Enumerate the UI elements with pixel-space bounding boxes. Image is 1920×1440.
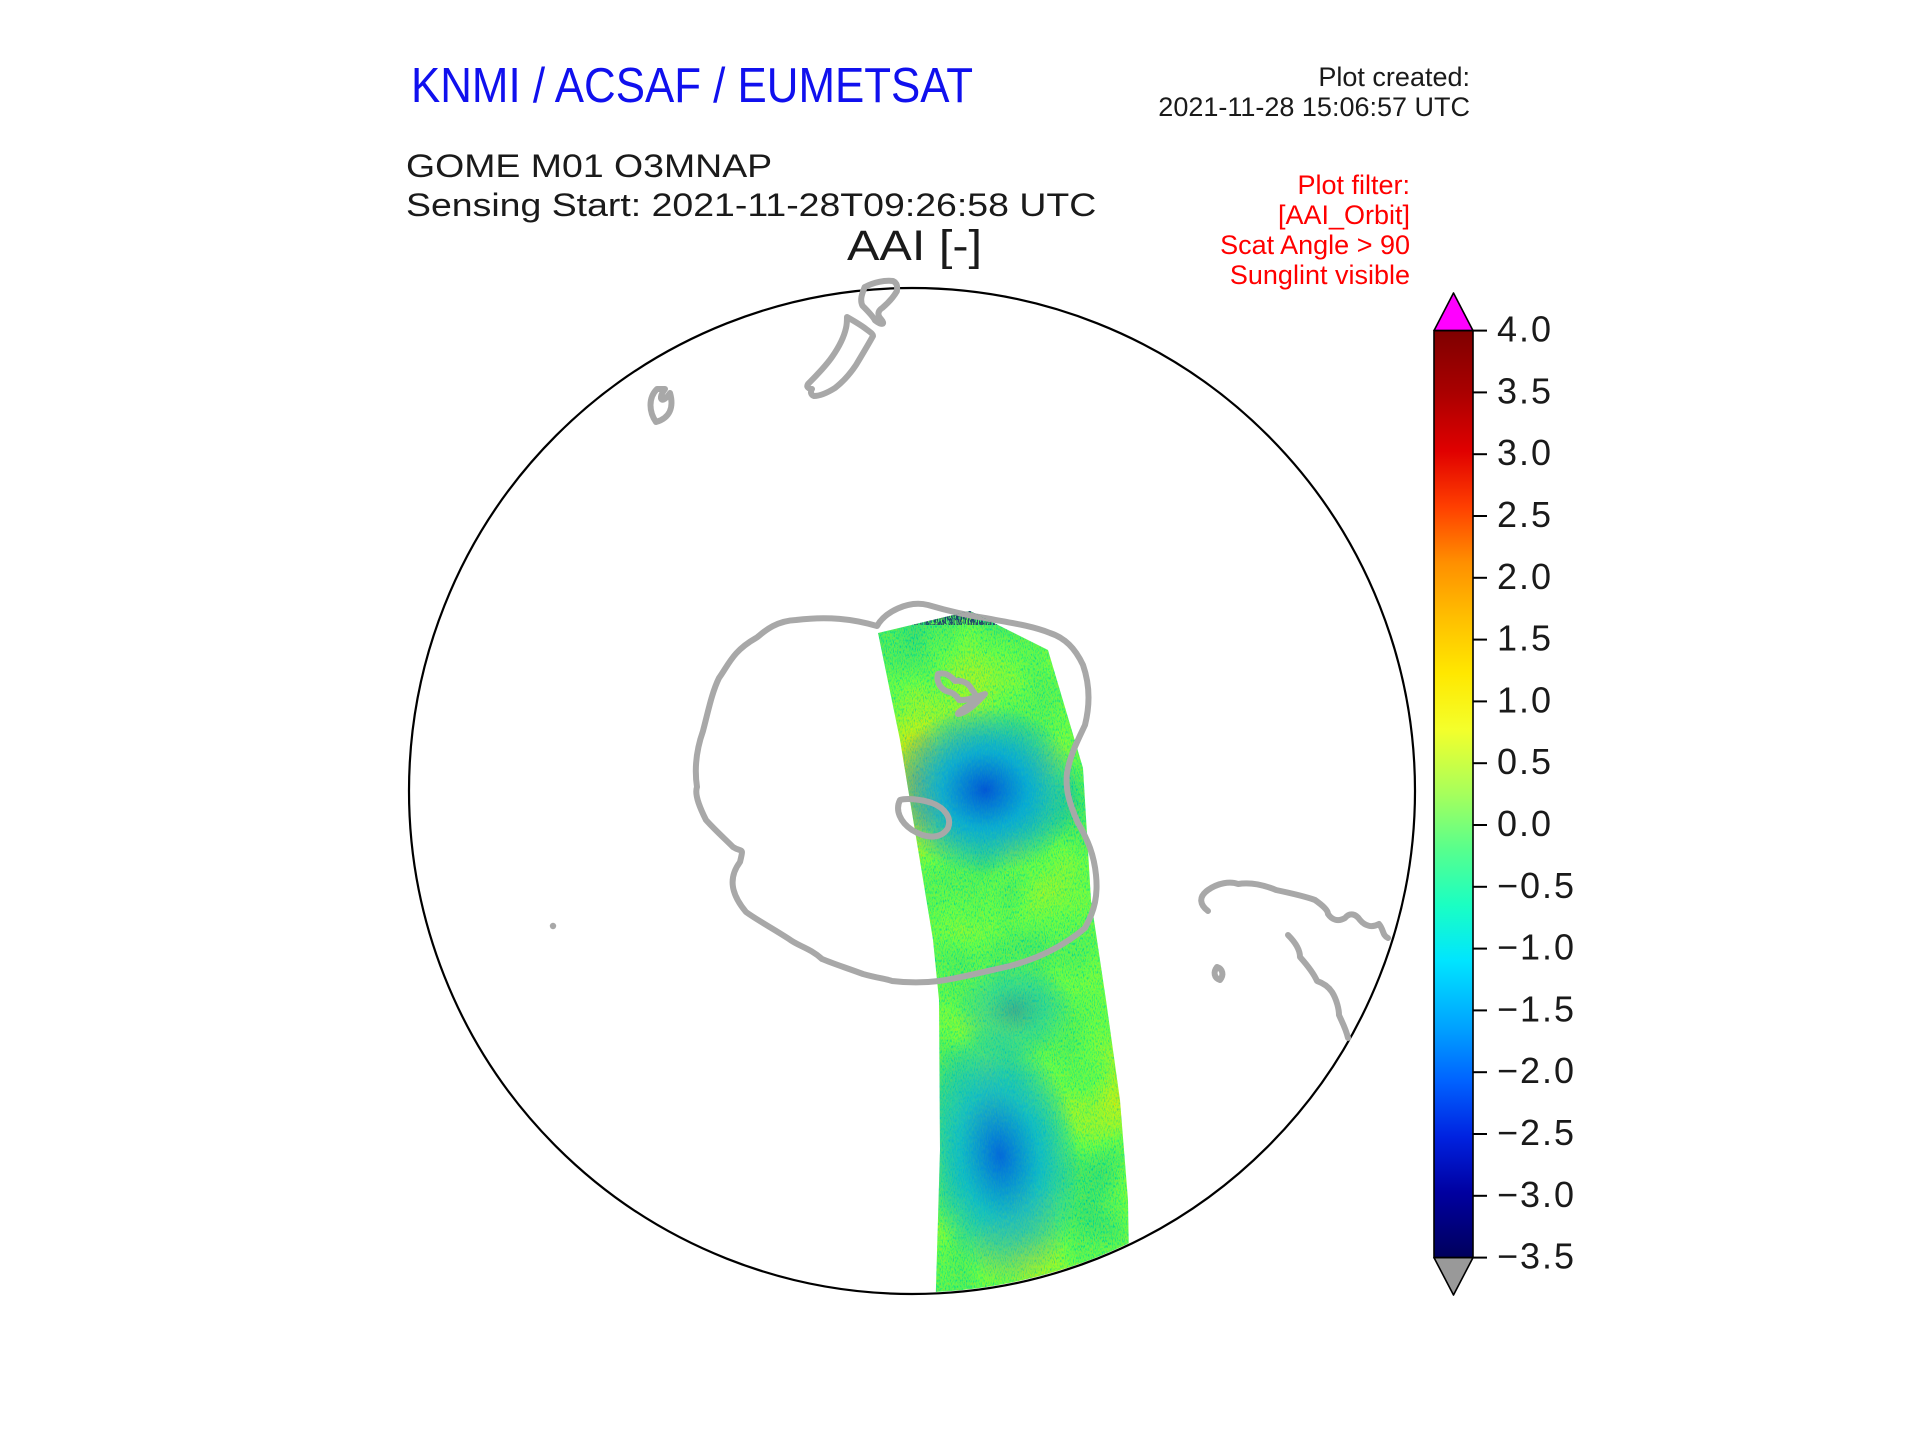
svg-text:−1.0: −1.0 bbox=[1497, 927, 1576, 968]
svg-text:−3.5: −3.5 bbox=[1497, 1236, 1576, 1277]
svg-text:−0.5: −0.5 bbox=[1497, 865, 1576, 906]
svg-text:1.0: 1.0 bbox=[1497, 679, 1553, 720]
svg-text:1.5: 1.5 bbox=[1497, 618, 1553, 659]
svg-text:0.5: 0.5 bbox=[1497, 741, 1553, 782]
svg-text:0.0: 0.0 bbox=[1497, 803, 1553, 844]
svg-text:2.0: 2.0 bbox=[1497, 556, 1553, 597]
svg-text:3.5: 3.5 bbox=[1497, 370, 1553, 411]
svg-text:−2.5: −2.5 bbox=[1497, 1112, 1576, 1153]
svg-text:4.0: 4.0 bbox=[1497, 309, 1553, 350]
svg-text:−3.0: −3.0 bbox=[1497, 1174, 1576, 1215]
svg-text:−2.0: −2.0 bbox=[1497, 1050, 1576, 1091]
svg-text:−1.5: −1.5 bbox=[1497, 988, 1576, 1029]
svg-text:3.0: 3.0 bbox=[1497, 432, 1553, 473]
svg-text:2.5: 2.5 bbox=[1497, 494, 1553, 535]
